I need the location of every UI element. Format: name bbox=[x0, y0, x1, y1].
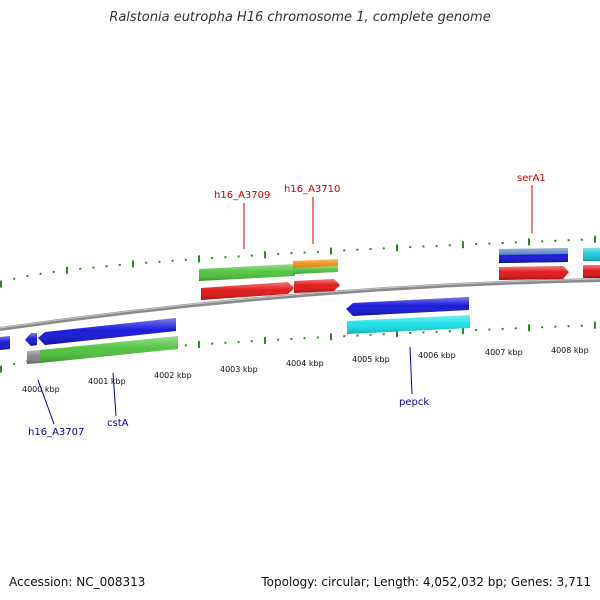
leader-line bbox=[37, 379, 55, 425]
genome-summary-text: Topology: circular; Length: 4,052,032 bp… bbox=[261, 575, 591, 589]
reverse-gene-track bbox=[0, 297, 470, 364]
leader-line bbox=[112, 372, 117, 417]
scale-label: 4003 kbp bbox=[220, 365, 258, 374]
scale-label: 4006 kbp bbox=[418, 351, 456, 360]
forward-gene-track bbox=[199, 248, 600, 300]
scale-label: 4002 kbp bbox=[154, 371, 192, 380]
scale-label: 4008 kbp bbox=[551, 346, 589, 355]
scale-label: 4001 kbp bbox=[88, 377, 126, 386]
genome-backbone bbox=[0, 278, 600, 331]
scale-label: 4004 kbp bbox=[286, 359, 324, 368]
upper-tick-row bbox=[0, 235, 596, 288]
scale-label: 4005 kbp bbox=[352, 355, 390, 364]
leader-line bbox=[409, 346, 413, 395]
gene-label-h16-a3709[interactable]: h16_A3709 bbox=[214, 190, 270, 201]
map-title: Ralstonia eutropha H16 chromosome 1, com… bbox=[109, 10, 491, 25]
gene-label-csta[interactable]: cstA bbox=[107, 418, 129, 429]
scale-label: 4000 kbp bbox=[22, 385, 60, 394]
gene-label-sera1[interactable]: serA1 bbox=[517, 173, 546, 184]
gene-label-pepck[interactable]: pepck bbox=[399, 397, 429, 408]
accession-text: Accession: NC_008313 bbox=[9, 575, 146, 589]
gene-label-h16-a3707[interactable]: h16_A3707 bbox=[28, 427, 84, 438]
gene-label-h16-a3710[interactable]: h16_A3710 bbox=[284, 184, 340, 195]
scale-label: 4007 kbp bbox=[485, 348, 523, 357]
